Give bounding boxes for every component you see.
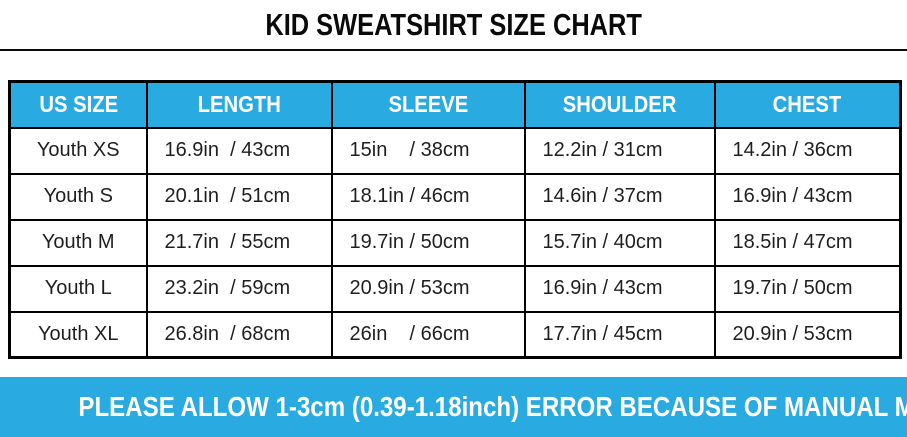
- table-row-youth-s: Youth S 20.1in / 51cm 18.1in / 46cm 14.6…: [8, 172, 902, 221]
- cell-chest: 18.5in / 47cm: [713, 218, 902, 267]
- cell-length: 16.9in / 43cm: [145, 126, 333, 175]
- column-header-length: LENGTH: [145, 80, 333, 129]
- cell-shoulder: 16.9in / 43cm: [523, 264, 716, 313]
- cell-length: 26.8in / 68cm: [145, 310, 333, 359]
- cell-size: Youth S: [8, 172, 148, 221]
- cell-shoulder: 15.7in / 40cm: [523, 218, 716, 267]
- cell-length: 20.1in / 51cm: [145, 172, 333, 221]
- cell-size: Youth L: [8, 264, 148, 313]
- cell-sleeve: 15in / 38cm: [330, 126, 526, 175]
- column-header-sleeve: SLEEVE: [330, 80, 526, 129]
- cell-chest: 16.9in / 43cm: [713, 172, 902, 221]
- cell-chest: 20.9in / 53cm: [713, 310, 902, 359]
- table-row-youth-l: Youth L 23.2in / 59cm 20.9in / 53cm 16.9…: [8, 264, 902, 313]
- title-divider: [0, 49, 907, 51]
- cell-shoulder: 17.7in / 45cm: [523, 310, 716, 359]
- cell-size: Youth XS: [8, 126, 148, 175]
- table-row-youth-xl: Youth XL 26.8in / 68cm 26in / 66cm 17.7i…: [8, 310, 902, 359]
- cell-length: 23.2in / 59cm: [145, 264, 333, 313]
- cell-chest: 14.2in / 36cm: [713, 126, 902, 175]
- column-header-chest: CHEST: [713, 80, 902, 129]
- page-title-text: KID SWEATSHIRT SIZE CHART: [265, 7, 642, 42]
- cell-size: Youth XL: [8, 310, 148, 359]
- size-chart-table: US SIZE LENGTH SLEEVE SHOULDER CHEST You…: [8, 80, 902, 359]
- header-row: US SIZE LENGTH SLEEVE SHOULDER CHEST: [8, 80, 902, 129]
- table-row-youth-xs: Youth XS 16.9in / 43cm 15in / 38cm 12.2i…: [8, 126, 902, 175]
- cell-sleeve: 19.7in / 50cm: [330, 218, 526, 267]
- cell-sleeve: 18.1in / 46cm: [330, 172, 526, 221]
- page-title: KID SWEATSHIRT SIZE CHART: [0, 0, 907, 48]
- cell-length: 21.7in / 55cm: [145, 218, 333, 267]
- table-row-youth-m: Youth M 21.7in / 55cm 19.7in / 50cm 15.7…: [8, 218, 902, 267]
- column-header-us-size: US SIZE: [8, 80, 148, 129]
- cell-chest: 19.7in / 50cm: [713, 264, 902, 313]
- cell-shoulder: 14.6in / 37cm: [523, 172, 716, 221]
- cell-size: Youth M: [8, 218, 148, 267]
- cell-sleeve: 26in / 66cm: [330, 310, 526, 359]
- measuring-note-banner: PLEASE ALLOW 1-3cm (0.39-1.18inch) ERROR…: [0, 377, 907, 437]
- measuring-note-text: PLEASE ALLOW 1-3cm (0.39-1.18inch) ERROR…: [78, 391, 907, 422]
- column-header-shoulder: SHOULDER: [523, 80, 716, 129]
- cell-shoulder: 12.2in / 31cm: [523, 126, 716, 175]
- cell-sleeve: 20.9in / 53cm: [330, 264, 526, 313]
